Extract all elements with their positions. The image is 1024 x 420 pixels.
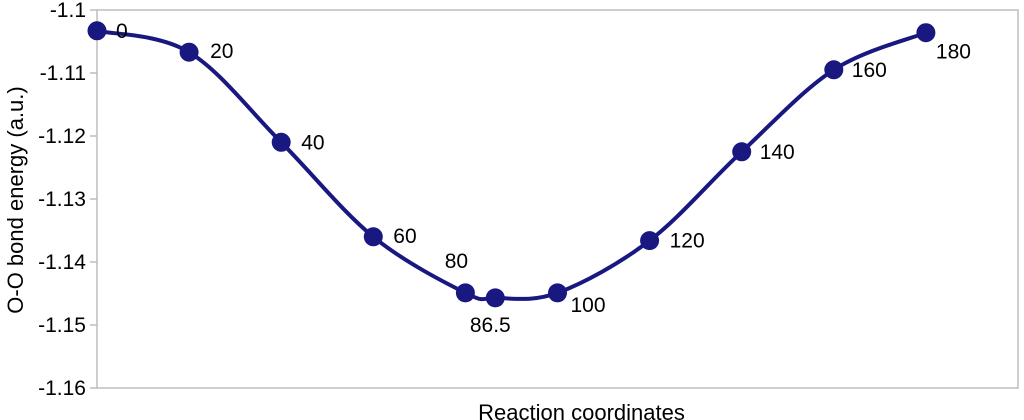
- y-tick-label: -1.16: [38, 377, 86, 400]
- y-tick-label: -1.14: [38, 251, 86, 274]
- data-point-label: 20: [210, 40, 233, 63]
- data-point-label: 86.5: [470, 314, 511, 337]
- data-point-marker: [640, 231, 660, 251]
- data-point-label: 0: [116, 20, 128, 43]
- x-axis-title: Reaction coordinates: [478, 400, 685, 420]
- data-point-marker: [548, 283, 567, 303]
- y-tick-label: -1.1: [50, 0, 86, 22]
- data-point-label: 140: [760, 141, 795, 164]
- data-point-marker: [455, 283, 475, 303]
- data-point-marker: [824, 60, 844, 80]
- data-point-label: 100: [571, 294, 606, 317]
- data-point-marker: [916, 23, 936, 43]
- data-point-marker: [271, 132, 291, 152]
- data-point-label: 80: [445, 250, 468, 273]
- data-point-marker: [363, 227, 383, 247]
- data-point-label: 120: [670, 230, 705, 253]
- y-tick-label: -1.12: [38, 125, 86, 148]
- energy-curve-line: [95, 28, 928, 302]
- data-point-marker: [732, 142, 752, 162]
- y-axis-title: O-O bond energy (a.u.): [3, 86, 28, 314]
- data-point-label: 160: [852, 59, 887, 82]
- data-point-label: 40: [301, 131, 324, 154]
- y-tick-label: -1.15: [38, 314, 86, 337]
- data-point-marker: [87, 21, 107, 41]
- data-point-label: 60: [393, 225, 416, 248]
- data-point-marker: [485, 288, 505, 308]
- data-point-marker: [179, 42, 199, 62]
- data-point-label: 180: [936, 41, 971, 64]
- y-tick-label: -1.13: [38, 188, 86, 211]
- y-tick-label: -1.11: [40, 62, 86, 85]
